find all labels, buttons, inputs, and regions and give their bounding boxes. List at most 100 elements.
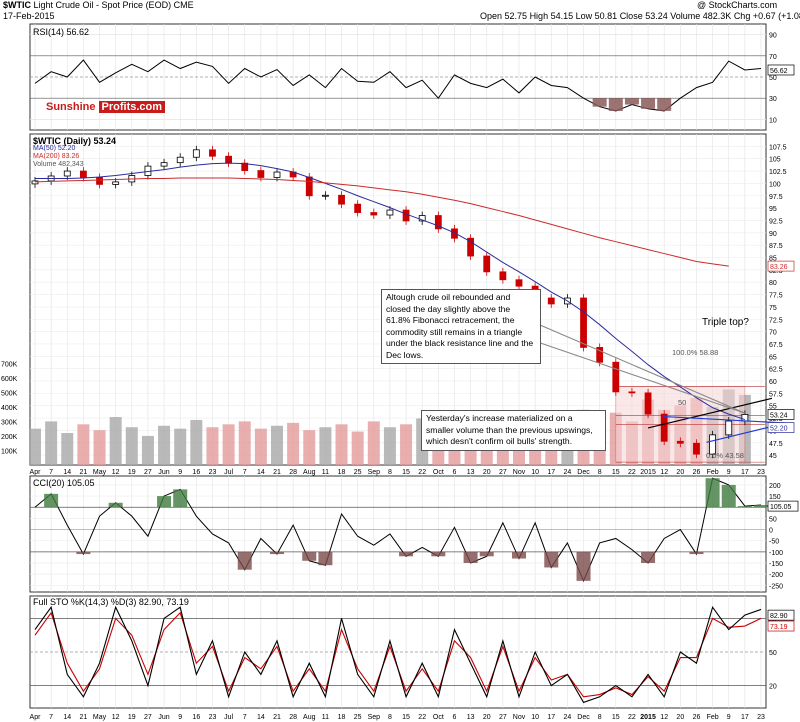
x-tick-label-bottom: 14 [257, 714, 265, 721]
x-tick-label-bottom: 8 [388, 714, 392, 721]
x-tick-label-price: 8 [388, 469, 392, 476]
cci-oversold-fill [641, 551, 656, 563]
price-candle-body [596, 347, 604, 363]
ma50-tag-label: 52.20 [770, 426, 788, 433]
x-tick-label-bottom: Apr [30, 714, 42, 721]
price-y-tick-label: 67.5 [769, 342, 783, 349]
price-candle-body [160, 162, 168, 167]
cci-overbought-fill [705, 478, 720, 508]
volume-bar [351, 431, 364, 465]
x-tick-label-price: 9 [727, 469, 731, 476]
rsi-oversold-fill [592, 98, 607, 107]
price-candle-body [741, 414, 749, 422]
x-tick-label-bottom: 8 [598, 714, 602, 721]
x-tick-label-bottom: 20 [676, 714, 684, 721]
cci-oversold-fill [479, 551, 494, 557]
price-candle-body [515, 279, 523, 287]
price-y-tick-label: 47.5 [769, 441, 783, 448]
sto-k-line [34, 605, 762, 704]
x-tick-label-bottom: Oct [433, 714, 444, 721]
x-tick-label-price: 21 [80, 469, 88, 476]
legend-volume: Volume 482,343 [33, 161, 84, 168]
x-tick-label-bottom: 13 [467, 714, 475, 721]
rsi-y-tick-label: 10 [769, 117, 777, 124]
price-candle-body [660, 413, 668, 442]
price-y-tick-label: 92.5 [769, 218, 783, 225]
price-y-tick-label: 72.5 [769, 317, 783, 324]
x-tick-label-price: 9 [178, 469, 182, 476]
x-tick-label-bottom: Dec [577, 714, 590, 721]
cci-y-tick-label: -150 [769, 561, 783, 568]
price-candle-body [386, 209, 394, 216]
x-tick-label-price: 26 [693, 469, 701, 476]
x-tick-label-bottom: 28 [289, 714, 297, 721]
price-candle-body [693, 442, 700, 455]
x-tick-label-bottom: 21 [273, 714, 281, 721]
x-tick-label-bottom: 25 [354, 714, 362, 721]
sto-k-tag [767, 609, 795, 621]
price-y-tick-label: 85 [769, 256, 777, 263]
price-candle-body [257, 170, 265, 178]
x-tick-label-price: 23 [757, 469, 765, 476]
cci-y-tick-label: -100 [769, 550, 783, 557]
fib-50-label: 50 [678, 398, 687, 407]
sto-y-tick-label: 20 [769, 684, 777, 691]
price-y-tick-label: 90 [769, 231, 777, 238]
cci-y-tick-label: -200 [769, 572, 783, 579]
price-candle-body [434, 215, 442, 230]
x-tick-label-bottom: 11 [322, 714, 329, 721]
price-candle-body [467, 237, 475, 257]
x-tick-label-bottom: 18 [338, 714, 346, 721]
sto-y-tick-label: 50 [769, 650, 777, 657]
cci-overbought-fill [721, 484, 736, 508]
logo-part2: Profits.com [98, 101, 166, 113]
x-tick-label-price: 19 [128, 469, 136, 476]
x-tick-label-price: 7 [243, 469, 247, 476]
exchange: CME [173, 0, 194, 10]
x-tick-label-bottom: 12 [112, 714, 120, 721]
rsi-title: RSI(14) 56.62 [33, 27, 90, 37]
x-tick-label-bottom: Feb [707, 714, 719, 721]
price-candle-body [192, 149, 200, 158]
rsi-oversold-fill [657, 98, 672, 111]
price-y-tick-label: 100 [769, 181, 781, 188]
price-y-tick-label: 60 [769, 379, 777, 386]
price-candle-body [112, 181, 120, 185]
cci-overbought-fill [44, 493, 59, 508]
x-tick-label-price: 12 [112, 469, 120, 476]
instrument-name: Light Crude Oil - Spot Price (EOD) [33, 0, 172, 10]
annotation-volume-note: Yesterday's increase materialized on a s… [421, 410, 606, 451]
x-tick-label-price: 27 [499, 469, 507, 476]
x-tick-label-bottom: 22 [418, 714, 426, 721]
price-y-tick-label: 45 [769, 453, 777, 460]
cci-overbought-fill [173, 489, 188, 508]
x-tick-label-price: Feb [707, 469, 719, 476]
x-tick-label-price: 27 [144, 469, 152, 476]
rsi-y-tick-label: 70 [769, 54, 777, 61]
annotation-pointer [539, 324, 746, 414]
cci-line [34, 477, 762, 583]
volume-bar [367, 421, 380, 465]
volume-bar [238, 421, 251, 465]
price-y-tick-label: 95 [769, 206, 777, 213]
cci-oversold-fill [431, 551, 446, 557]
triangle-upper-line [664, 415, 787, 424]
cci-oversold-fill [237, 551, 252, 570]
price-candle-body [31, 180, 39, 185]
sunshine-profits-logo: Sunshine Profits.com [46, 101, 166, 113]
x-tick-label-price: 8 [598, 469, 602, 476]
x-tick-label-bottom: 15 [402, 714, 410, 721]
x-tick-label-price: May [93, 469, 107, 476]
x-tick-label-bottom: 6 [453, 714, 457, 721]
volume-bar [93, 430, 106, 465]
price-close-tag-box [767, 409, 795, 420]
cci-oversold-fill [76, 551, 91, 555]
volume-bar [206, 427, 219, 465]
x-tick-label-bottom: 20 [483, 714, 491, 721]
cci-y-tick-label: 0 [769, 528, 773, 535]
rsi-oversold-fill [624, 98, 639, 105]
sto-d-label: 73.19 [770, 624, 788, 631]
volume-bar [141, 435, 154, 465]
high-value: High 54.15 [529, 11, 574, 21]
